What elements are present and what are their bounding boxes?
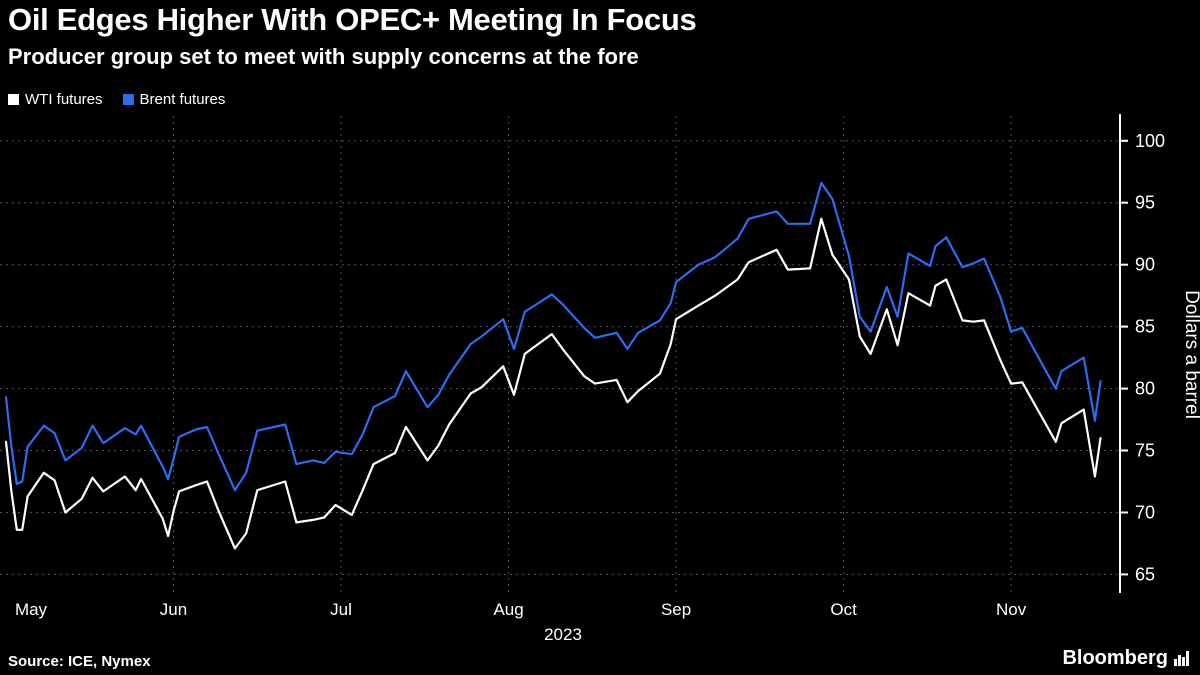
x-tick-label: May — [15, 600, 48, 619]
x-tick-label: Jul — [330, 600, 352, 619]
page-title: Oil Edges Higher With OPEC+ Meeting In F… — [8, 2, 697, 37]
legend-item-wti: WTI futures — [8, 91, 103, 108]
legend-item-brent: Brent futures — [122, 91, 226, 108]
y-tick-label: 100 — [1135, 131, 1165, 151]
legend-label-wti: WTI futures — [25, 91, 103, 108]
y-tick-label: 80 — [1135, 379, 1155, 399]
y-tick-label: 70 — [1135, 503, 1155, 523]
footer: Source: ICE, Nymex Bloomberg — [8, 647, 1190, 670]
source-text: Source: ICE, Nymex — [8, 653, 151, 670]
x-tick-label: Jun — [160, 600, 187, 619]
page-subtitle: Producer group set to meet with supply c… — [8, 44, 639, 69]
bloomberg-logo: Bloomberg — [1062, 647, 1190, 670]
y-tick-label: 65 — [1135, 564, 1155, 584]
brent-line — [4, 181, 1102, 492]
wti-swatch-icon — [8, 94, 19, 105]
x-tick-label: Nov — [996, 600, 1027, 619]
y-tick-label: 90 — [1135, 255, 1155, 275]
x-tick-label: Aug — [493, 600, 523, 619]
x-tick-label: Sep — [661, 600, 691, 619]
chart: 65 70 75 80 85 90 95 100 May Jun Jul Aug Sep Oct Nov 20… — [0, 108, 1200, 648]
bloomberg-chart-icon — [1174, 651, 1189, 666]
bloomberg-wordmark: Bloomberg — [1062, 647, 1168, 669]
y-tick-label: 75 — [1135, 441, 1155, 461]
y-tick-label: 95 — [1135, 193, 1155, 213]
y-tick-label: 85 — [1135, 317, 1155, 337]
x-tick-label: Oct — [830, 600, 857, 619]
wti-line — [4, 217, 1102, 550]
chart-canvas: 65 70 75 80 85 90 95 100 May Jun Jul Aug Sep Oct Nov 20… — [0, 114, 1200, 644]
legend-label-brent: Brent futures — [139, 91, 226, 108]
y-axis-title: Dollars a barrel — [1181, 290, 1200, 419]
brent-swatch-icon — [122, 94, 134, 105]
legend: WTI futures Brent futures — [8, 91, 225, 108]
year-label: 2023 — [544, 625, 582, 644]
